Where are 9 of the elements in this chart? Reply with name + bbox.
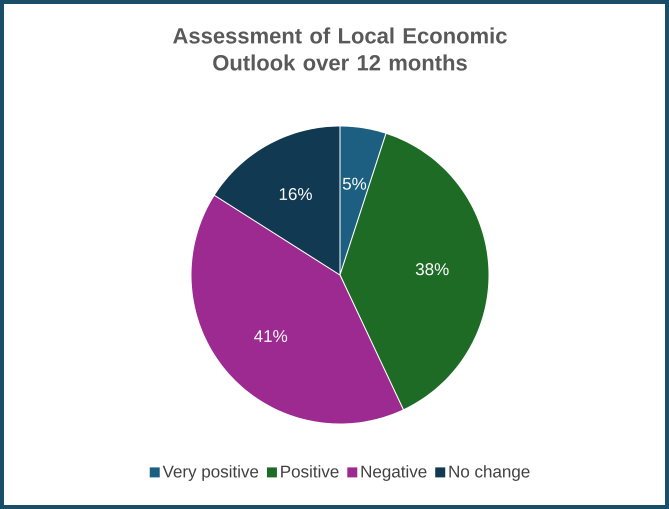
data-label: 38% [416,263,449,276]
legend-label: Positive [281,465,339,478]
data-label: 5% [342,178,366,190]
legend-label: Negative [362,465,426,481]
legend-label: Very positive [162,465,258,481]
legend-label: No change [449,465,530,481]
data-label: 16% [280,188,312,200]
chart-title: Assessment of Local Economic Outlook over 12 months [173,27,507,71]
data-label: 41% [254,330,288,342]
